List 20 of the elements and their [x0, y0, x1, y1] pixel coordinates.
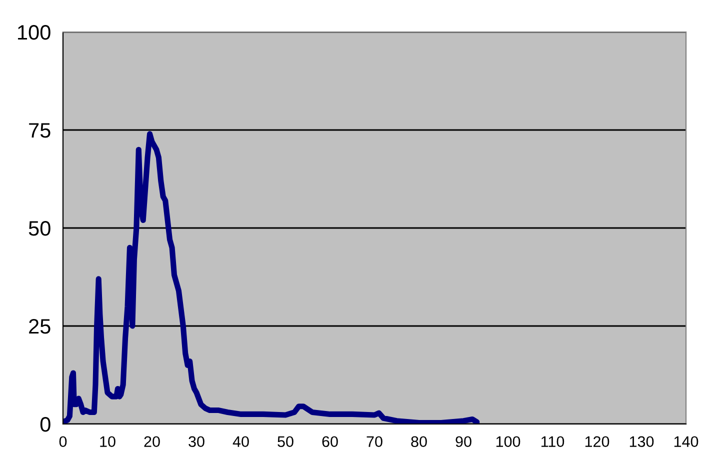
- x-tick-label: 140: [674, 436, 698, 448]
- x-tick-label: 130: [630, 436, 654, 448]
- x-tick-label: 100: [496, 436, 520, 448]
- x-tick-label: 70: [366, 436, 382, 448]
- x-tick-label: 60: [322, 436, 338, 448]
- y-tick-label: 100: [18, 25, 50, 40]
- x-tick-label: 80: [411, 436, 427, 448]
- x-tick-label: 110: [541, 436, 564, 448]
- x-tick-label: 50: [278, 436, 294, 448]
- x-tick-label: 10: [100, 436, 116, 448]
- x-tick-label: 0: [59, 436, 67, 448]
- y-tick-label: 0: [40, 417, 50, 432]
- y-tick-label: 50: [28, 221, 50, 236]
- x-tick-label: 20: [144, 436, 160, 448]
- x-tick-label: 40: [232, 436, 249, 448]
- y-tick-label: 25: [29, 319, 50, 334]
- x-tick-label: 30: [188, 436, 204, 448]
- y-tick-label: 75: [29, 123, 50, 138]
- x-tick-label: 90: [456, 436, 472, 448]
- x-tick-label: 120: [585, 436, 610, 448]
